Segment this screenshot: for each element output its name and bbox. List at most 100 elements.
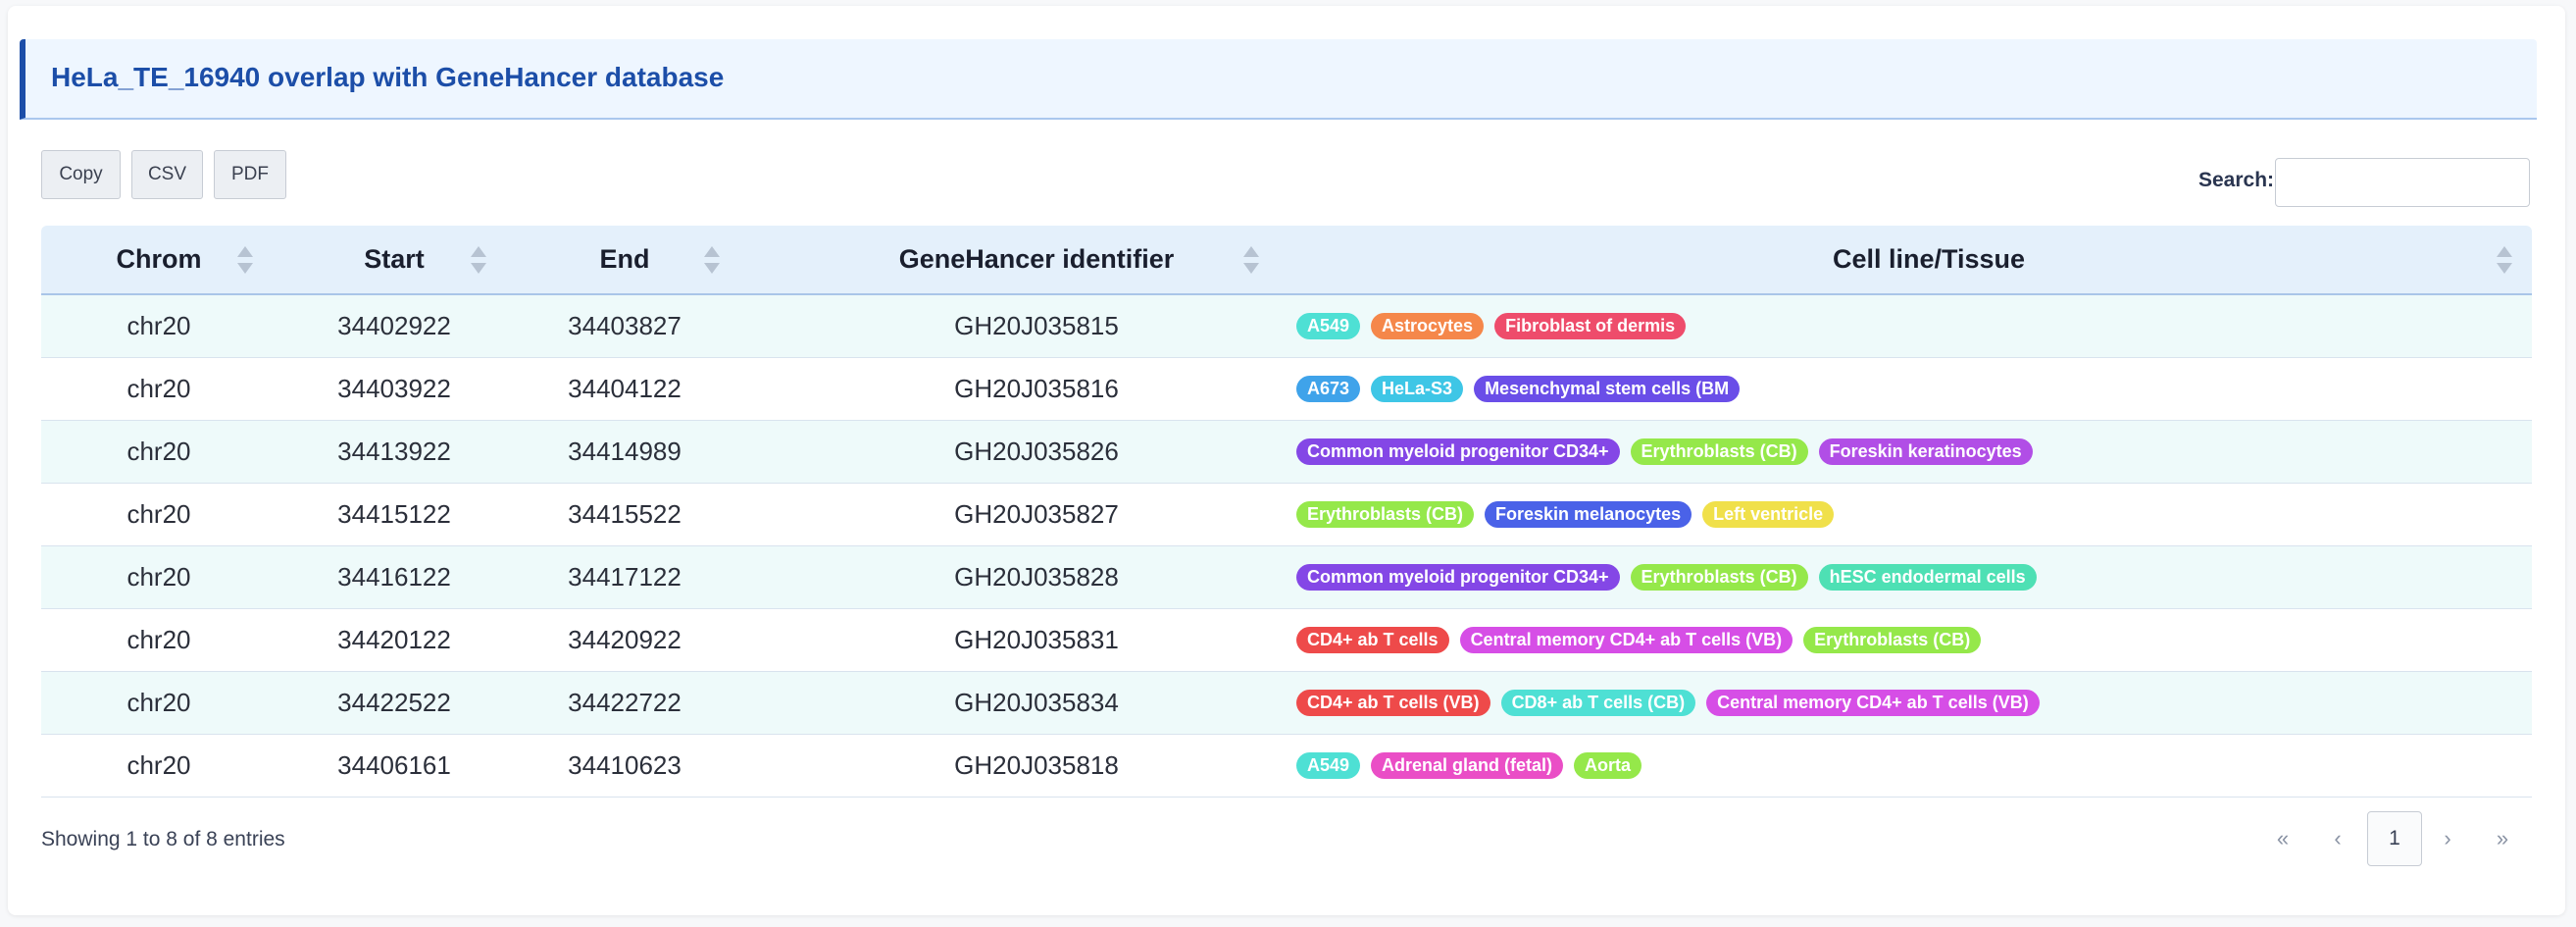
tissue-badge: hESC endodermal cells [1818, 564, 2037, 591]
cell-line-tissue: CD4+ ab T cells Central memory CD4+ ab T … [1296, 609, 2532, 671]
tissue-badge: HeLa-S3 [1371, 376, 1464, 402]
table-header: Chrom Start End GeneHancer identifier Ce… [41, 226, 2532, 295]
cell-start: 34413922 [337, 437, 451, 466]
column-header-label: Cell line/Tissue [1832, 244, 2026, 274]
tissue-badge: Erythroblasts (CB) [1296, 501, 1475, 528]
cell-chrom: chr20 [126, 499, 191, 529]
table-body: chr20 34402922 34403827 GH20J035815 A549 Astr… [41, 295, 2532, 798]
cell-end: 34410623 [568, 750, 682, 780]
tissue-badge: Foreskin keratinocytes [1818, 438, 2033, 465]
cell-start: 34415122 [337, 499, 451, 529]
cell-end: 34414989 [568, 437, 682, 466]
table-row: chr20 34402922 34403827 GH20J035815 A549 Astr… [41, 295, 2532, 358]
tissue-badge: Adrenal gland (fetal) [1371, 752, 1564, 779]
cell-end: 34415522 [568, 499, 682, 529]
cell-line-tissue: CD4+ ab T cells (VB) CD8+ ab T cells (CB)… [1296, 672, 2532, 734]
panel-title: HeLa_TE_16940 overlap with GeneHancer da… [51, 62, 725, 92]
column-header-cell-line-tissue[interactable]: Cell line/Tissue [1296, 226, 2561, 293]
cell-id: GH20J035818 [954, 750, 1119, 780]
table-info: Showing 1 to 8 of 8 entries [41, 828, 285, 850]
column-header-start[interactable]: Start [277, 226, 512, 293]
table-row: chr20 34406161 34410623 GH20J035818 A549 Adre… [41, 735, 2532, 798]
cell-end: 34403827 [568, 311, 682, 340]
sort-icon[interactable] [704, 246, 720, 274]
pagination-next[interactable]: › [2444, 826, 2451, 850]
cell-id: GH20J035828 [954, 562, 1119, 592]
cell-id: GH20J035827 [954, 499, 1119, 529]
pagination-page-1[interactable]: 1 [2367, 811, 2422, 866]
table-row: chr20 34416122 34417122 GH20J035828 Common m… [41, 546, 2532, 609]
column-header-label: GeneHancer identifier [898, 244, 1175, 274]
sort-icon[interactable] [471, 246, 486, 274]
cell-chrom: chr20 [126, 688, 191, 717]
column-header-genehancer-identifier[interactable]: GeneHancer identifier [737, 226, 1336, 293]
sort-icon[interactable] [1243, 246, 1259, 274]
search-label: Search: [2198, 169, 2275, 191]
table-row: chr20 34420122 34420922 GH20J035831 CD4+ ab … [41, 609, 2532, 672]
sort-icon[interactable] [237, 246, 253, 274]
cell-start: 34416122 [337, 562, 451, 592]
tissue-badge: Common myeloid progenitor CD34+ [1296, 438, 1620, 465]
cell-id: GH20J035826 [954, 437, 1119, 466]
cell-end: 34417122 [568, 562, 682, 592]
cell-end: 34404122 [568, 374, 682, 403]
column-header-label: End [599, 244, 650, 274]
tissue-badge: A549 [1296, 313, 1361, 339]
sort-icon[interactable] [2497, 246, 2512, 274]
cell-line-tissue: A673 HeLa-S3 Mesenchymal stem cells (BM [1296, 358, 2532, 420]
pagination-first[interactable]: « [2276, 826, 2290, 850]
data-table: Chrom Start End GeneHancer identifier Ce… [41, 226, 2532, 798]
cell-start: 34403922 [337, 374, 451, 403]
cell-line-tissue: Common myeloid progenitor CD34+ Erythrobl… [1296, 546, 2532, 608]
tissue-badge: Mesenchymal stem cells (BM [1474, 376, 1741, 402]
cell-line-tissue: A549 Adrenal gland (fetal) Aorta [1296, 735, 2532, 797]
search-input[interactable] [2275, 158, 2530, 207]
column-header-chrom[interactable]: Chrom [41, 226, 277, 293]
panel-header: HeLa_TE_16940 overlap with GeneHancer da… [20, 39, 2537, 120]
pagination-last[interactable]: » [2496, 826, 2509, 850]
tissue-badge: Fibroblast of dermis [1494, 313, 1687, 339]
cell-start: 34402922 [337, 311, 451, 340]
tissue-badge: CD8+ ab T cells (CB) [1500, 690, 1696, 716]
tissue-badge: Erythroblasts (CB) [1630, 438, 1808, 465]
column-header-label: Chrom [116, 244, 202, 274]
cell-chrom: chr20 [126, 437, 191, 466]
cell-id: GH20J035831 [954, 625, 1119, 654]
tissue-badge: Foreskin melanocytes [1485, 501, 1692, 528]
column-header-end[interactable]: End [512, 226, 737, 293]
tissue-badge: Central memory CD4+ ab T cells (VB) [1459, 627, 1793, 653]
tissue-badge: Aorta [1574, 752, 1642, 779]
tissue-badge: Erythroblasts (CB) [1803, 627, 1982, 653]
column-header-label: Start [364, 244, 425, 274]
cell-chrom: chr20 [126, 625, 191, 654]
cell-line-tissue: Erythroblasts (CB) Foreskin melanocytes Le… [1296, 484, 2532, 545]
cell-start: 34406161 [337, 750, 451, 780]
copy-button[interactable]: Copy [41, 150, 121, 199]
table-row: chr20 34403922 34404122 GH20J035816 A673 HeLa… [41, 358, 2532, 421]
cell-line-tissue: Common myeloid progenitor CD34+ Erythrobl… [1296, 421, 2532, 483]
cell-line-tissue: A549 Astrocytes Fibroblast of dermis [1296, 295, 2532, 357]
cell-end: 34422722 [568, 688, 682, 717]
csv-button[interactable]: CSV [131, 150, 203, 199]
tissue-badge: A673 [1296, 376, 1361, 402]
cell-id: GH20J035816 [954, 374, 1119, 403]
cell-id: GH20J035815 [954, 311, 1119, 340]
tissue-badge: CD4+ ab T cells (VB) [1296, 690, 1490, 716]
tissue-badge: Left ventricle [1702, 501, 1835, 528]
tissue-badge: A549 [1296, 752, 1361, 779]
pdf-button[interactable]: PDF [214, 150, 286, 199]
table-row: chr20 34415122 34415522 GH20J035827 Erythrob… [41, 484, 2532, 546]
tissue-badge: Common myeloid progenitor CD34+ [1296, 564, 1620, 591]
cell-start: 34422522 [337, 688, 451, 717]
cell-chrom: chr20 [126, 562, 191, 592]
cell-chrom: chr20 [126, 750, 191, 780]
cell-id: GH20J035834 [954, 688, 1119, 717]
table-row: chr20 34422522 34422722 GH20J035834 CD4+ ab … [41, 672, 2532, 735]
tissue-badge: Astrocytes [1371, 313, 1485, 339]
pagination-previous[interactable]: ‹ [2334, 826, 2342, 850]
tissue-badge: Central memory CD4+ ab T cells (VB) [1706, 690, 2040, 716]
tissue-badge: Erythroblasts (CB) [1630, 564, 1808, 591]
cell-chrom: chr20 [126, 374, 191, 403]
cell-end: 34420922 [568, 625, 682, 654]
table-row: chr20 34413922 34414989 GH20J035826 Common m… [41, 421, 2532, 484]
